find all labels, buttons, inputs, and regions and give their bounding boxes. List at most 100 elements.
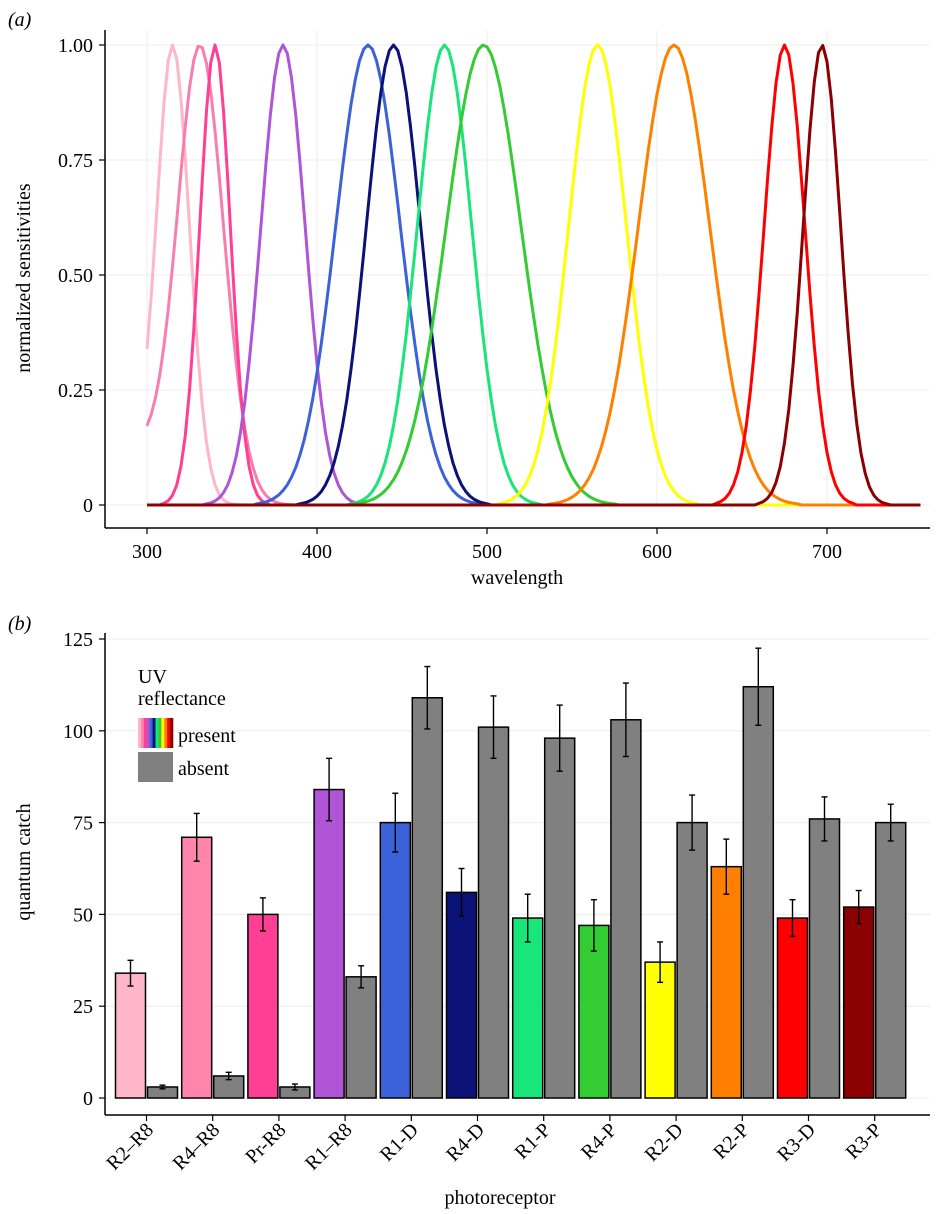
x-axis-label-a: wavelength <box>471 567 563 589</box>
y-tick-label-b: 0 <box>83 1088 93 1110</box>
x-tick-label-b: R1-P <box>511 1119 556 1164</box>
bar-present-R2–R8 <box>114 972 147 1099</box>
errorbar-absent <box>291 1083 298 1091</box>
bar-absent-R1–R8 <box>345 976 377 1099</box>
bar-present-R1-D <box>379 821 412 1099</box>
y-tick-label-b: 75 <box>73 813 93 835</box>
x-tick-label-b: R2-P <box>709 1119 754 1164</box>
legend-swatch-stripe <box>152 718 156 748</box>
errorbar-absent <box>556 704 563 772</box>
x-tick-label-b: Pr-R8 <box>241 1119 290 1168</box>
errorbar-present <box>392 792 399 853</box>
y-tick-label-a: 0.50 <box>58 265 93 287</box>
y-tick-label-a: 0 <box>83 495 93 517</box>
y-tick-label-a: 1.00 <box>58 35 93 57</box>
bar-absent-R4-P <box>610 719 642 1099</box>
legend-present-label: present <box>178 725 236 747</box>
errorbar-absent <box>622 682 629 758</box>
bar-absent-R3-P <box>874 821 907 1099</box>
bar-present-R3-D <box>776 917 809 1099</box>
legend-swatch-stripe <box>149 718 153 748</box>
errorbar-absent <box>821 796 828 842</box>
bar-absent-R4-D <box>477 726 510 1099</box>
bar-present-R3-P <box>842 906 875 1099</box>
legend-swatch-stripe <box>170 718 174 748</box>
sensitivity-curve-2 <box>145 44 921 507</box>
errorbar-present <box>590 899 597 952</box>
errorbar-absent <box>159 1084 166 1090</box>
legend-title-line2: reflectance <box>138 688 226 710</box>
bar-present-R1–R8 <box>313 788 345 1099</box>
x-tick-label-a: 700 <box>812 541 842 563</box>
legend-present-swatch <box>138 718 174 748</box>
legend-swatch-stripe <box>140 718 145 748</box>
x-tick-label-b: R1–R8 <box>301 1119 357 1175</box>
legend-swatch-stripe <box>158 718 162 748</box>
errorbar-absent <box>424 665 431 730</box>
bar-absent-R1-D <box>411 697 444 1099</box>
quantum-catch-bars <box>114 647 907 1099</box>
panel-b: (b) 0 25 50 75 100 125 R2–R8 R4–R8 Pr-R8 R1–R8 R1-… <box>8 613 930 1209</box>
bar-present-R2-D <box>644 961 676 1099</box>
x-tick-label-b: R2-D <box>641 1119 688 1166</box>
sensitivity-curve-12 <box>147 44 921 507</box>
y-axis-label-b: quantum catch <box>13 803 35 920</box>
panel-a-label: (a) <box>8 9 32 31</box>
x-tick-label-a: 600 <box>642 541 672 563</box>
errorbar-absent <box>225 1071 232 1081</box>
axes-a: 0 0.25 0.50 0.75 1.00 300 400 500 600 700 <box>58 30 930 563</box>
x-tick-label-b: R4–R8 <box>169 1119 225 1175</box>
x-tick-label-b: R4-P <box>577 1119 622 1164</box>
x-tick-label-a: 400 <box>302 541 332 563</box>
bar-present-R2-P <box>710 865 743 1099</box>
legend-swatch-stripe <box>167 718 171 748</box>
panel-a-letter: a <box>15 9 25 31</box>
bar-present-R4-D <box>445 891 478 1099</box>
x-axis-label-b: photoreceptor <box>444 1187 555 1209</box>
x-tick-label-b: R3-D <box>773 1119 820 1166</box>
bar-absent-R1-P <box>543 737 576 1099</box>
y-tick-label-b: 25 <box>73 996 93 1018</box>
legend-swatch-stripe <box>164 718 168 748</box>
legend-swatch-stripe <box>138 718 142 748</box>
legend-swatch-stripe <box>161 718 165 748</box>
x-tick-label-b: R3-P <box>842 1119 887 1164</box>
legend-swatch-stripe <box>146 718 150 748</box>
errorbar-absent <box>755 647 762 726</box>
legend-swatch-stripe <box>143 718 148 748</box>
x-tick-label-b: R4-D <box>442 1119 489 1166</box>
errorbar-present <box>458 867 465 917</box>
panel-b-letter: b <box>15 613 25 635</box>
x-tick-label-a: 300 <box>132 541 162 563</box>
x-tick-label-b: R2–R8 <box>102 1119 158 1175</box>
errorbar-absent <box>689 794 696 851</box>
legend: UV reflectance present absent <box>138 666 236 782</box>
y-tick-label-b: 100 <box>63 721 93 743</box>
errorbar-present <box>326 757 333 822</box>
errorbar-present <box>855 889 862 925</box>
errorbar-present <box>657 941 664 984</box>
errorbar-absent <box>358 965 365 989</box>
bar-present-R4–R8 <box>180 836 213 1099</box>
errorbar-present <box>723 838 730 895</box>
bar-absent-R3-D <box>808 818 841 1099</box>
errorbar-absent <box>490 695 497 760</box>
legend-swatch-stripe <box>155 718 159 748</box>
y-axis-label-a: normalized sensitivities <box>13 183 35 373</box>
errorbar-present <box>193 812 200 862</box>
x-tick-label-b: R1-D <box>376 1119 423 1166</box>
x-tick-label-a: 500 <box>472 541 502 563</box>
legend-absent-label: absent <box>178 758 230 780</box>
errorbar-present <box>789 899 796 938</box>
y-tick-label-b: 125 <box>63 629 93 651</box>
bar-present-Pr-R8 <box>247 913 279 1099</box>
errorbar-absent <box>887 803 894 842</box>
bar-present-R1-P <box>511 917 544 1099</box>
sensitivity-curves <box>145 43 921 507</box>
y-tick-label-a: 0.75 <box>58 150 93 172</box>
legend-absent-swatch <box>138 752 173 782</box>
errorbar-present <box>524 893 531 943</box>
bar-present-R4-P <box>578 924 610 1099</box>
bar-absent-R2-P <box>742 685 775 1099</box>
